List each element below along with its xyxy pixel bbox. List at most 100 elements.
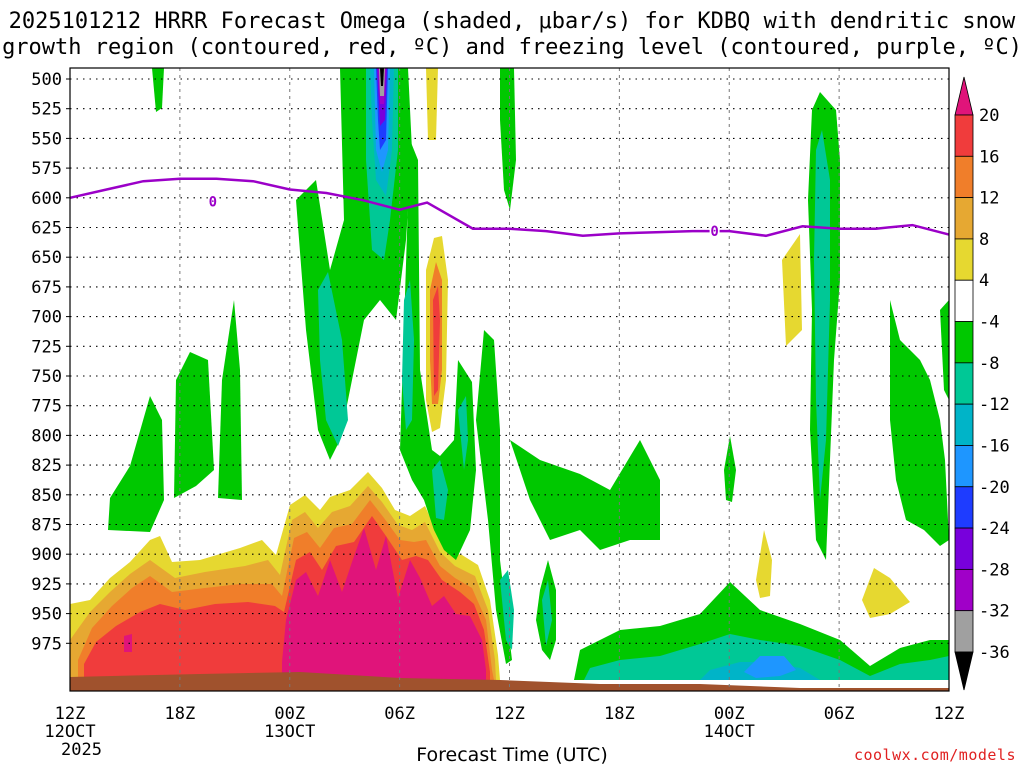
y-tick-label: 750 bbox=[31, 367, 62, 387]
x-tick-date-label: 12OCT bbox=[44, 722, 95, 742]
freezing-label-bg bbox=[207, 193, 218, 209]
omega-negative-teal-12z-low bbox=[500, 570, 514, 650]
colorbar-label: -20 bbox=[979, 478, 1010, 498]
omega-negative-green-aloft-18z bbox=[152, 68, 164, 112]
y-tick-label: 600 bbox=[31, 189, 62, 209]
colorbar-label: -16 bbox=[979, 436, 1010, 456]
omega-positive-right-mid bbox=[756, 530, 772, 598]
y-tick-label: 550 bbox=[31, 129, 62, 149]
x-tick-label: 00Z bbox=[714, 704, 745, 724]
colorbar-top-triangle bbox=[954, 76, 974, 116]
y-tick-label: 925 bbox=[31, 575, 62, 595]
omega-negative-green-aloft-10z bbox=[500, 68, 516, 210]
omega-positive-right-low bbox=[862, 568, 910, 618]
x-tick-label: 18Z bbox=[165, 704, 196, 724]
freezing-level-labels: 00 bbox=[207, 193, 720, 240]
y-tick-label: 650 bbox=[31, 248, 62, 268]
omega-negative-green-right-top bbox=[940, 300, 949, 400]
chart-title-line-1: 2025101212 HRRR Forecast Omega (shaded, … bbox=[8, 9, 1016, 34]
site-credit: coolwx.com/models bbox=[853, 746, 1016, 764]
omega-negative-green-left-column-3 bbox=[218, 300, 242, 500]
colorbar bbox=[954, 76, 974, 691]
omega-negative-green-left-column-2 bbox=[174, 352, 214, 498]
omega-negative-black-core bbox=[380, 68, 384, 86]
omega-positive-magenta-region bbox=[282, 528, 486, 680]
y-tick-label: 950 bbox=[31, 605, 62, 625]
y-tick-label: 625 bbox=[31, 219, 62, 239]
y-tick-label: 500 bbox=[31, 70, 62, 90]
colorbar-band bbox=[954, 445, 974, 488]
omega-negative-teal-06z-low bbox=[318, 272, 348, 446]
colorbar-label: -12 bbox=[979, 395, 1010, 415]
freezing-level-label: 0 bbox=[209, 194, 217, 210]
colorbar-bottom-triangle bbox=[954, 651, 974, 691]
omega-negative-blue-right-low bbox=[744, 656, 796, 678]
omega-shading bbox=[70, 68, 949, 691]
colorbar-band bbox=[954, 403, 974, 446]
colorbar-band bbox=[954, 568, 974, 612]
y-tick-label: 675 bbox=[31, 278, 62, 298]
omega-negative-green-mid-band bbox=[510, 440, 660, 550]
x-tick-date-label: 14OCT bbox=[704, 722, 755, 742]
omega-negative-green-00z-blob bbox=[724, 436, 736, 502]
x-tick-label: 00Z bbox=[274, 704, 305, 724]
y-tick-label: 575 bbox=[31, 159, 62, 179]
omega-positive-red-blob bbox=[124, 634, 132, 652]
colorbar-band bbox=[954, 610, 974, 653]
omega-negative-green-wide-low bbox=[400, 140, 476, 560]
grid-lines bbox=[70, 68, 949, 691]
omega-negative-teal-13z bbox=[542, 580, 552, 646]
colorbar-band bbox=[954, 197, 974, 240]
x-tick-label: 12Z bbox=[934, 704, 965, 724]
x-tick-label: 12Z bbox=[55, 704, 86, 724]
y-axis-labels: 500 525 550 575 600 625 650 675 700 725 750 775 800 8… bbox=[31, 70, 70, 654]
y-tick-label: 850 bbox=[31, 486, 62, 506]
chart-title-line-2: growth region (contoured, red, ºC) and f… bbox=[2, 35, 1022, 60]
colorbar-labels: 20 16 12 8 4 -4 -8 -12 -16 -20 -24 -28 -32 -36 bbox=[979, 106, 1010, 663]
colorbar-band bbox=[954, 114, 974, 157]
omega-positive-aloft-07z bbox=[426, 68, 438, 140]
colorbar-label: -36 bbox=[979, 643, 1010, 663]
y-tick-label: 775 bbox=[31, 397, 62, 417]
colorbar-band bbox=[954, 362, 974, 405]
x-tick-label: 06Z bbox=[384, 704, 415, 724]
x-tick-label: 12Z bbox=[494, 704, 525, 724]
colorbar-band bbox=[954, 155, 974, 199]
y-tick-label: 975 bbox=[31, 634, 62, 654]
omega-negative-teal-07z bbox=[402, 280, 414, 430]
freezing-label-bg bbox=[709, 223, 720, 239]
omega-negative-green-right-band bbox=[890, 300, 949, 546]
colorbar-label: -28 bbox=[979, 560, 1010, 580]
colorbar-label: -24 bbox=[979, 519, 1010, 539]
freezing-level-label: 0 bbox=[710, 224, 718, 240]
x-tick-label: 18Z bbox=[604, 704, 635, 724]
omega-negative-teal-09z bbox=[432, 460, 448, 520]
y-tick-label: 875 bbox=[31, 516, 62, 536]
colorbar-band bbox=[954, 527, 974, 570]
omega-positive-column-08z-core bbox=[433, 286, 440, 396]
colorbar-label: -8 bbox=[979, 354, 999, 374]
omega-positive-right-aloft bbox=[782, 234, 802, 346]
omega-negative-green-left-column bbox=[108, 396, 164, 532]
y-tick-label: 700 bbox=[31, 308, 62, 328]
x-tick-date-label: 13OCT bbox=[264, 722, 315, 742]
x-axis-title: Forecast Time (UTC) bbox=[416, 744, 608, 766]
freezing-level-contour bbox=[69, 177, 950, 238]
colorbar-label: 8 bbox=[979, 230, 989, 250]
colorbar-label: 20 bbox=[979, 106, 999, 126]
colorbar-band bbox=[954, 486, 974, 529]
omega-negative-green-column-11z bbox=[476, 330, 512, 664]
colorbar-band bbox=[954, 238, 974, 281]
y-tick-label: 800 bbox=[31, 426, 62, 446]
colorbar-band bbox=[954, 279, 974, 322]
colorbar-band bbox=[954, 321, 974, 364]
colorbar-label: -32 bbox=[979, 602, 1010, 622]
colorbar-label: 12 bbox=[979, 189, 999, 209]
colorbar-label: 16 bbox=[979, 147, 999, 167]
omega-negative-teal-10z bbox=[458, 396, 468, 470]
colorbar-label: 4 bbox=[979, 271, 989, 291]
x-tick-year-label: 2025 bbox=[61, 740, 102, 760]
y-tick-label: 825 bbox=[31, 456, 62, 476]
